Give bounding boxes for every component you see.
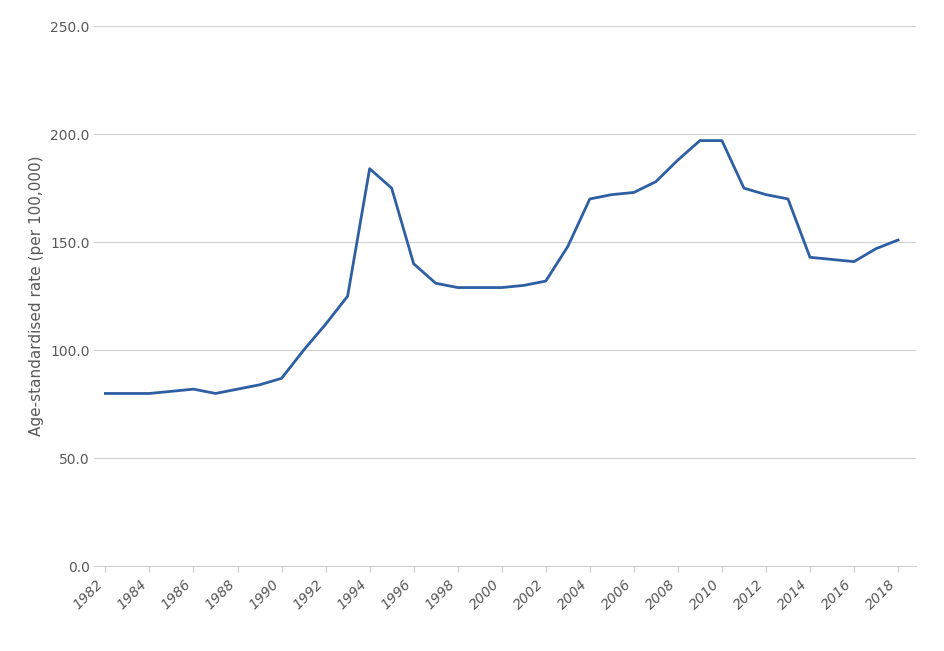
- Y-axis label: Age-standardised rate (per 100,000): Age-standardised rate (per 100,000): [29, 156, 44, 436]
